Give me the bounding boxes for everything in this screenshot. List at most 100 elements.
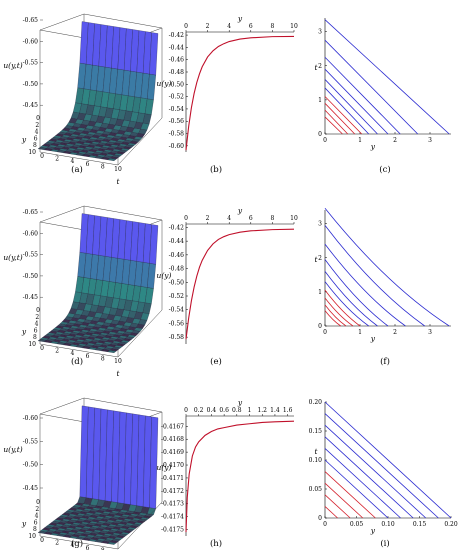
y-tick-label: -0.4175 bbox=[161, 527, 184, 534]
z-axis-label: u(y,t) bbox=[3, 61, 22, 70]
t-tick-label: 6 bbox=[86, 545, 90, 550]
t-tick-label: 2 bbox=[55, 348, 59, 355]
characteristic-line bbox=[324, 459, 389, 519]
y-tick-label: 1 bbox=[318, 97, 322, 104]
y-tick-label: 8 bbox=[33, 526, 37, 533]
x-tick-label: 8 bbox=[270, 23, 274, 30]
y-tick-label: -0.4167 bbox=[161, 423, 184, 430]
x-tick-label: 4 bbox=[227, 23, 231, 30]
x-tick-label: 6 bbox=[249, 215, 253, 222]
characteristic-line bbox=[324, 116, 343, 135]
characteristic-line bbox=[324, 424, 427, 519]
x-tick-label: 0.15 bbox=[413, 521, 427, 528]
u-curve bbox=[185, 420, 295, 533]
z-tick-label: -0.55 bbox=[23, 252, 39, 259]
y-tick-label: 10 bbox=[28, 149, 36, 156]
y-axis-label: u(y) bbox=[157, 271, 172, 280]
y-tick-label: -0.4169 bbox=[161, 449, 184, 456]
y-tick-label: -0.52 bbox=[169, 293, 185, 300]
y-axis-label: y bbox=[21, 327, 27, 336]
y-tick-label: -0.4170 bbox=[161, 462, 184, 469]
y-tick-label: -0.50 bbox=[169, 279, 185, 286]
characteristic-line bbox=[324, 208, 450, 327]
y-tick-label: 0.10 bbox=[309, 457, 323, 464]
t-tick-label: 0 bbox=[40, 345, 44, 352]
u-curve bbox=[185, 228, 295, 340]
y-tick-label: 3 bbox=[318, 221, 322, 228]
box-edge bbox=[39, 13, 85, 31]
z-tick-label: -0.65 bbox=[23, 17, 39, 24]
t-tick-label: 2 bbox=[55, 540, 59, 547]
caption-a: (a) bbox=[71, 164, 83, 175]
characteristic-line bbox=[324, 225, 425, 327]
y-tick-label: 3 bbox=[318, 29, 322, 36]
box-edge bbox=[39, 343, 119, 358]
characteristic-line bbox=[324, 304, 347, 327]
characteristic-line bbox=[324, 310, 341, 327]
y-axis-label: t bbox=[314, 255, 318, 264]
y-tick-label: -0.46 bbox=[169, 57, 185, 64]
t-tick-label: 8 bbox=[101, 355, 105, 362]
y-tick-label: 6 bbox=[34, 519, 38, 526]
surface-patch bbox=[149, 32, 159, 76]
y-tick-label: 0 bbox=[318, 323, 322, 330]
y-tick-label: 2 bbox=[318, 255, 322, 262]
x-tick-label: 1.4 bbox=[270, 407, 280, 414]
x-tick-label: 1 bbox=[358, 137, 362, 144]
characteristic-line bbox=[324, 68, 389, 135]
x-tick-label: 4 bbox=[227, 215, 231, 222]
y-tick-label: -0.4172 bbox=[161, 488, 184, 495]
y-tick-label: -0.60 bbox=[169, 143, 185, 150]
x-axis-label: y bbox=[370, 526, 376, 535]
x-tick-label: 0 bbox=[323, 329, 327, 336]
y-tick-label: -0.50 bbox=[169, 81, 185, 88]
z-tick-label: -0.45 bbox=[23, 102, 39, 109]
characteristic-line bbox=[324, 87, 370, 135]
line-plot-h: 0 0.2 0.4 0.6 0.8 1 1.2 1.4 1.6 y -0.4167 -0.4168 -0… bbox=[157, 398, 295, 536]
z-tick-label: -0.55 bbox=[23, 60, 39, 67]
characteristic-line bbox=[324, 96, 363, 135]
caption-e: (e) bbox=[210, 356, 222, 367]
x-tick-label: 2 bbox=[206, 215, 210, 222]
x-tick-label: 0.05 bbox=[350, 521, 364, 528]
t-tick-label: 8 bbox=[101, 163, 105, 170]
characteristic-line bbox=[324, 506, 338, 519]
y-tick-label: -0.56 bbox=[169, 118, 185, 125]
y-tick-label: 10 bbox=[28, 533, 36, 540]
characteristic-line bbox=[324, 448, 401, 519]
caption-h: (h) bbox=[210, 538, 222, 549]
box-edge bbox=[39, 535, 119, 550]
x-tick-label: 2 bbox=[206, 23, 210, 30]
characteristic-line bbox=[324, 289, 361, 327]
surface-plot-a: -0.65-0.60-0.55-0.50-0.45u(y,t)0246810y0… bbox=[3, 13, 163, 186]
z-tick-label: -0.60 bbox=[23, 38, 39, 45]
characteristics-plot-i: 0 0.05 0.10 0.15 0.20 y 0 0.05 0.10 0.15 0.20 t bbox=[309, 399, 458, 535]
characteristic-line bbox=[324, 297, 354, 327]
t-tick-label: 8 bbox=[101, 547, 105, 550]
y-tick-label: 0 bbox=[36, 115, 40, 122]
y-tick-label: 0 bbox=[36, 307, 40, 314]
t-tick-label: 10 bbox=[114, 166, 122, 173]
characteristic-line bbox=[324, 103, 356, 135]
x-tick-label: 10 bbox=[290, 215, 298, 222]
y-axis-label: t bbox=[314, 63, 318, 72]
y-tick-label: -0.54 bbox=[169, 106, 185, 113]
y-tick-label: 4 bbox=[35, 513, 39, 520]
box-edge bbox=[117, 117, 163, 166]
y-tick-label: 2 bbox=[35, 506, 39, 513]
x-tick-label: 1.2 bbox=[257, 407, 267, 414]
z-tick-label: -0.50 bbox=[23, 81, 39, 88]
x-tick-label: 2 bbox=[393, 137, 397, 144]
y-tick-label: -0.54 bbox=[169, 307, 185, 314]
y-axis-label: y bbox=[21, 519, 27, 528]
y-tick-label: -0.48 bbox=[169, 266, 185, 273]
t-tick-label: 6 bbox=[86, 353, 90, 360]
t-tick-label: 4 bbox=[70, 158, 74, 165]
caption-c: (c) bbox=[379, 164, 390, 175]
y-tick-label: -0.44 bbox=[169, 238, 185, 245]
x-axis-label: y bbox=[237, 206, 243, 215]
z-tick-label: -0.50 bbox=[23, 273, 39, 280]
characteristic-line bbox=[324, 56, 401, 135]
t-tick-label: 0 bbox=[40, 153, 44, 160]
x-tick-label: 0.2 bbox=[194, 407, 204, 414]
